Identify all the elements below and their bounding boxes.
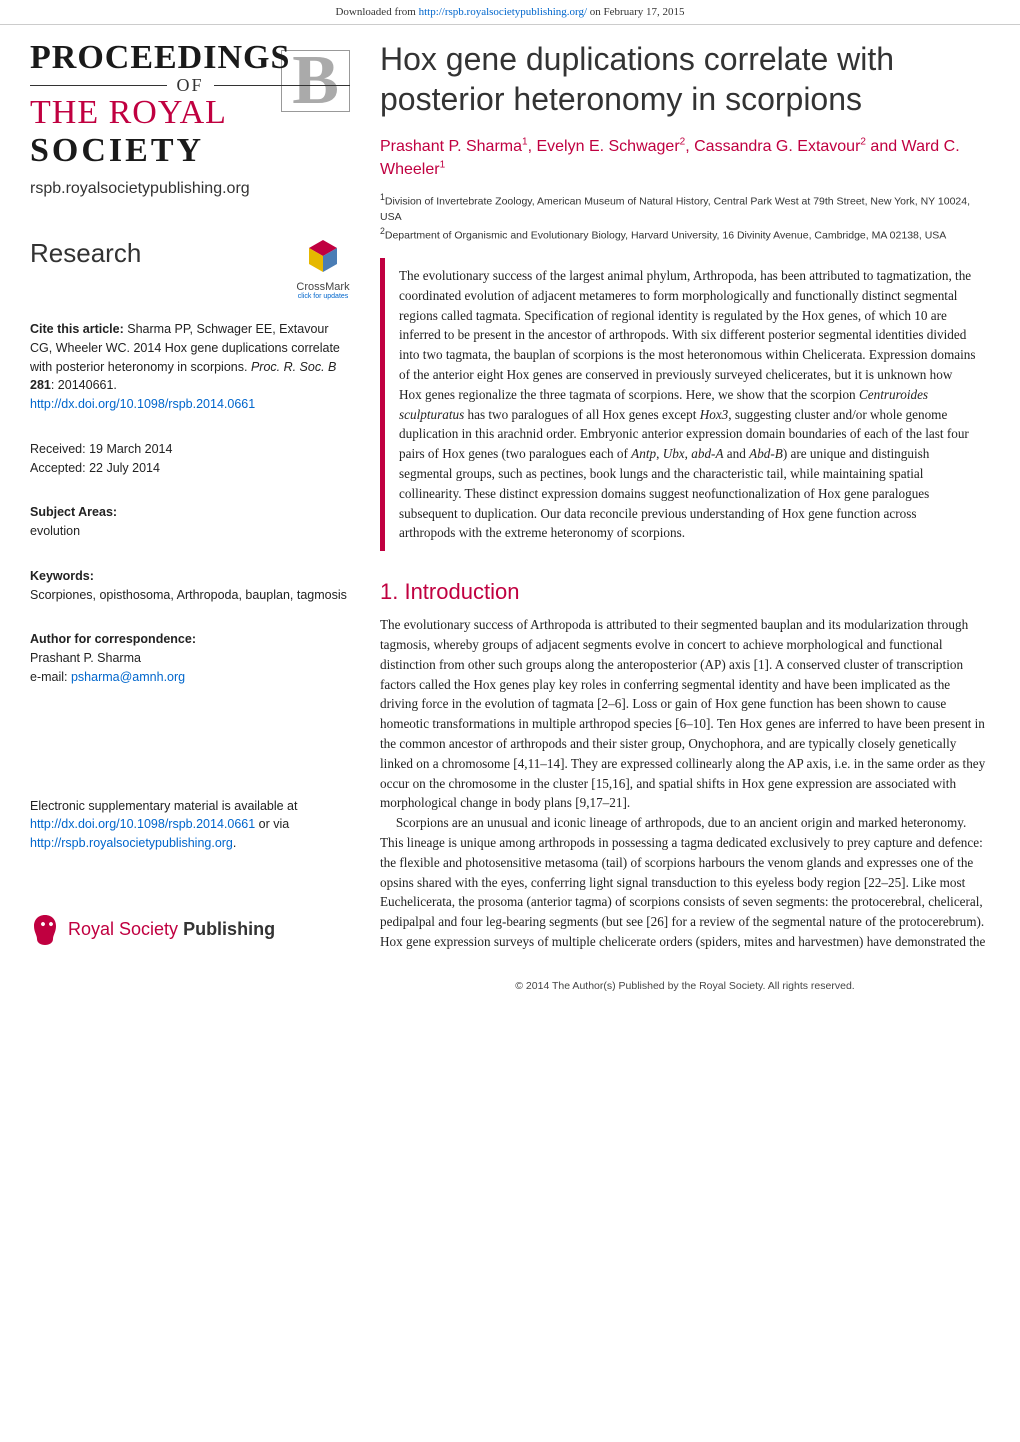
crossmark-icon	[305, 238, 341, 274]
article-title: Hox gene duplications correlate with pos…	[380, 39, 990, 119]
pub-publishing: Publishing	[183, 919, 275, 939]
authors: Prashant P. Sharma1, Evelyn E. Schwager2…	[380, 135, 990, 181]
affiliation-2: 2Department of Organismic and Evolutiona…	[380, 225, 990, 244]
keywords-block: Keywords: Scorpiones, opisthosoma, Arthr…	[30, 567, 350, 605]
copyright-footer: © 2014 The Author(s) Published by the Ro…	[380, 980, 990, 992]
abstract: The evolutionary success of the largest …	[380, 258, 990, 551]
crossmark-label: CrossMark	[296, 281, 350, 293]
intro-p1: The evolutionary success of Arthropoda i…	[380, 615, 990, 813]
correspondence-block: Author for correspondence: Prashant P. S…	[30, 630, 350, 686]
journal-logo: PROCEEDINGS OF THE ROYAL B SOCIETY rspb.…	[30, 39, 350, 198]
citation-block: Cite this article: Sharma PP, Schwager E…	[30, 320, 350, 414]
sidebar: PROCEEDINGS OF THE ROYAL B SOCIETY rspb.…	[30, 39, 350, 992]
logo-rule-right	[214, 85, 350, 86]
banner-prefix: Downloaded from	[335, 6, 418, 18]
keywords-value: Scorpiones, opisthosoma, Arthropoda, bau…	[30, 586, 350, 605]
main-content: Hox gene duplications correlate with pos…	[380, 39, 990, 992]
publisher-logo: Royal Society Publishing	[30, 913, 350, 947]
download-banner: Downloaded from http://rspb.royalsociety…	[0, 0, 1020, 25]
accepted-label: Accepted:	[30, 461, 86, 475]
keywords-label: Keywords:	[30, 567, 350, 586]
corr-label: Author for correspondence:	[30, 630, 350, 649]
esm-text2: or via	[255, 817, 289, 831]
affiliation-1: 1Division of Invertebrate Zoology, Ameri…	[380, 191, 990, 225]
crossmark-badge[interactable]: CrossMark click for updates	[296, 238, 350, 300]
pub-royal-society: Royal Society	[68, 919, 183, 939]
affiliations: 1Division of Invertebrate Zoology, Ameri…	[380, 191, 990, 244]
intro-heading: 1. Introduction	[380, 579, 990, 605]
banner-link[interactable]: http://rspb.royalsocietypublishing.org/	[419, 6, 587, 18]
logo-rule-left	[30, 85, 167, 86]
logo-of: OF	[177, 75, 204, 96]
corr-email[interactable]: psharma@amnh.org	[71, 670, 185, 684]
intro-p2: Scorpions are an unusual and iconic line…	[380, 813, 990, 952]
cite-journal: Proc. R. Soc. B	[251, 360, 336, 374]
subject-block: Subject Areas: evolution	[30, 503, 350, 541]
logo-series-b: B	[281, 50, 350, 112]
cite-doi-link[interactable]: http://dx.doi.org/10.1098/rspb.2014.0661	[30, 397, 255, 411]
esm-block: Electronic supplementary material is ava…	[30, 797, 350, 853]
accepted-date: 22 July 2014	[86, 461, 160, 475]
esm-text1: Electronic supplementary material is ava…	[30, 799, 298, 813]
journal-url[interactable]: rspb.royalsocietypublishing.org	[30, 180, 350, 198]
crossmark-sub: click for updates	[296, 293, 350, 300]
corr-name: Prashant P. Sharma	[30, 649, 350, 668]
esm-url2[interactable]: http://rspb.royalsocietypublishing.org	[30, 836, 233, 850]
intro-body: The evolutionary success of Arthropoda i…	[380, 615, 990, 952]
article-type-label: Research	[30, 238, 141, 269]
esm-url[interactable]: http://dx.doi.org/10.1098/rspb.2014.0661	[30, 817, 255, 831]
banner-date: on February 17, 2015	[587, 6, 684, 18]
logo-society: SOCIETY	[30, 132, 350, 170]
logo-royal: THE ROYAL	[30, 94, 227, 131]
lion-icon	[30, 913, 60, 947]
cite-label: Cite this article:	[30, 322, 124, 336]
received-date: 19 March 2014	[86, 442, 173, 456]
page: PROCEEDINGS OF THE ROYAL B SOCIETY rspb.…	[0, 25, 1020, 1022]
cite-pages: : 20140661.	[51, 378, 117, 392]
subject-label: Subject Areas:	[30, 503, 350, 522]
received-label: Received:	[30, 442, 86, 456]
subject-value: evolution	[30, 522, 350, 541]
dates-block: Received: 19 March 2014 Accepted: 22 Jul…	[30, 440, 350, 478]
corr-email-label: e-mail:	[30, 670, 71, 684]
cite-vol: 281	[30, 378, 51, 392]
